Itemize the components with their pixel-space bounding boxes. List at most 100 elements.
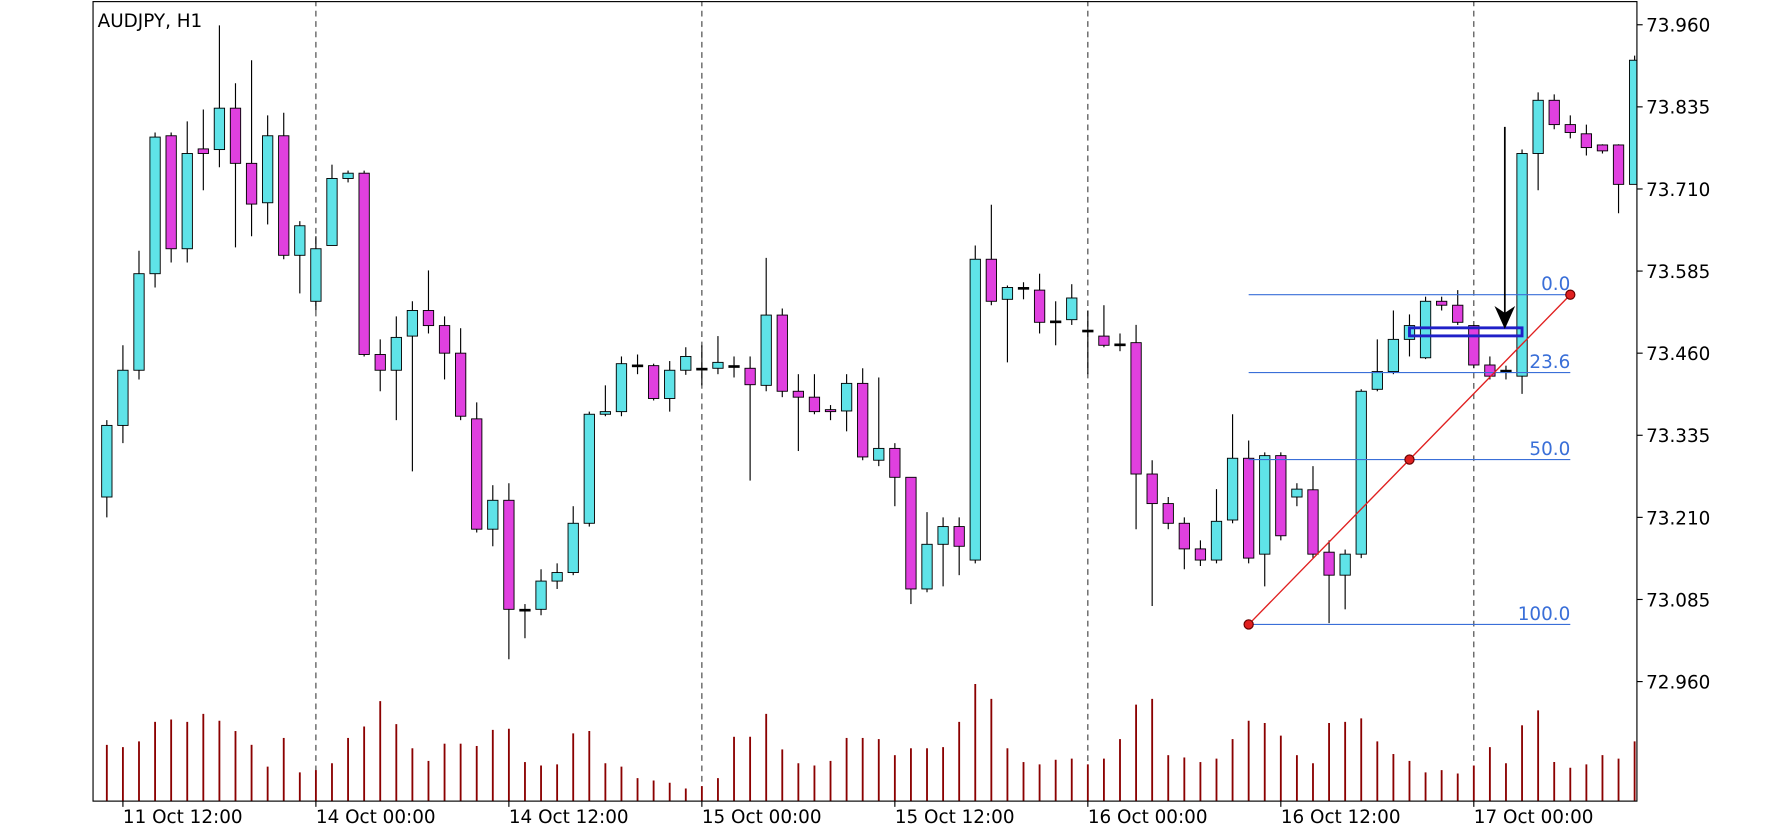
y-tick-label: 73.710 [1646, 180, 1710, 201]
y-tick-label: 73.460 [1646, 344, 1710, 365]
candle-body [294, 225, 306, 256]
fib-midpoint [1404, 454, 1415, 465]
y-tick-label: 72.960 [1646, 672, 1710, 693]
candle-body [374, 354, 386, 371]
candle-body [1178, 522, 1190, 550]
candle-body [438, 325, 451, 354]
fib-level-label: 23.6 [1529, 352, 1570, 373]
candle-body [1210, 520, 1223, 561]
x-tick-label: 17 Oct 00:00 [1474, 807, 1594, 828]
candle-body [583, 413, 595, 524]
y-tick-label: 73.835 [1646, 98, 1710, 119]
candle-body [696, 367, 708, 371]
candle-body [840, 382, 853, 412]
candle-body [985, 258, 997, 302]
candle-body [1098, 335, 1110, 346]
x-tick-label: 11 Oct 12:00 [123, 807, 243, 828]
candle-body [1371, 371, 1383, 390]
candle-body [101, 424, 113, 498]
fib-anchor [1565, 289, 1576, 300]
candle-body [873, 447, 885, 461]
candle-body [1419, 300, 1432, 359]
candle-body [857, 382, 869, 458]
highlight-box [1408, 326, 1524, 338]
fib-level-label: 50.0 [1529, 439, 1570, 460]
candle-body [133, 273, 145, 371]
candle-body [1130, 342, 1142, 475]
candle-body [953, 526, 965, 547]
candle-body [245, 162, 258, 205]
x-tick-label: 15 Oct 00:00 [702, 807, 822, 828]
candle-body [1275, 455, 1287, 537]
candle-body [824, 409, 837, 413]
plot-area [101, 1, 1637, 802]
candle-body [1532, 99, 1544, 154]
candle-body [712, 361, 724, 369]
candle-body [1387, 338, 1400, 373]
fib-level-label: 100.0 [1518, 604, 1571, 625]
x-tick-label: 14 Oct 00:00 [316, 807, 436, 828]
x-tick-label: 15 Oct 12:00 [895, 807, 1015, 828]
candle-body [567, 522, 579, 574]
candle-body [487, 499, 499, 530]
candle-body [1243, 457, 1255, 559]
plot-frame [92, 1, 1638, 802]
candle-body [1355, 390, 1367, 555]
candle-body [776, 314, 788, 392]
candle-body [471, 418, 483, 530]
candle-body [599, 411, 612, 415]
candle-body [760, 314, 772, 386]
candle-body [1339, 553, 1351, 576]
candle-body [744, 367, 756, 386]
candle-body [1307, 489, 1319, 555]
y-tick-label: 73.585 [1646, 262, 1710, 283]
candle-body [1436, 300, 1448, 306]
candle-body [615, 363, 628, 413]
candle-body [342, 172, 354, 179]
candle-body [117, 369, 129, 426]
candle-body [1114, 343, 1126, 347]
y-tick-label: 73.960 [1646, 16, 1710, 37]
candle-body [197, 148, 209, 154]
x-tick-label: 14 Oct 12:00 [509, 807, 629, 828]
candle-body [503, 499, 515, 610]
x-tick-label: 16 Oct 00:00 [1088, 807, 1208, 828]
candle-body [1323, 551, 1335, 576]
candle-body [310, 248, 322, 302]
candle-body [1146, 473, 1158, 505]
candle-body [808, 396, 821, 413]
candle-body [921, 543, 933, 590]
candle-body [1468, 325, 1480, 366]
fib-anchor [1243, 619, 1254, 630]
candle-body [390, 336, 402, 371]
candle-body [1548, 99, 1560, 126]
arrow-head [1494, 306, 1516, 329]
candle-body [181, 153, 193, 250]
drawing-objects [1408, 126, 1524, 338]
candle-body [728, 365, 740, 368]
x-tick-label: 16 Oct 12:00 [1281, 807, 1401, 828]
candle-body [1564, 124, 1576, 133]
candle-body [406, 310, 419, 337]
candle-body [1226, 457, 1239, 521]
candle-body [937, 526, 949, 545]
candle-body [1033, 289, 1046, 323]
candle-body [422, 310, 435, 327]
candle-body [326, 177, 338, 246]
candle-body [889, 447, 901, 478]
candle-body [1580, 133, 1593, 149]
candle-body [213, 107, 226, 151]
candle-body [792, 390, 804, 398]
candle-body [1001, 287, 1014, 300]
candle-body [229, 107, 242, 164]
candle-body [1612, 144, 1625, 185]
candle-body [1017, 287, 1030, 290]
candle-body [631, 364, 644, 368]
candle-body [1194, 548, 1207, 561]
y-tick-label: 73.335 [1646, 426, 1710, 447]
candle-body [455, 352, 467, 417]
candle-body [905, 476, 917, 590]
